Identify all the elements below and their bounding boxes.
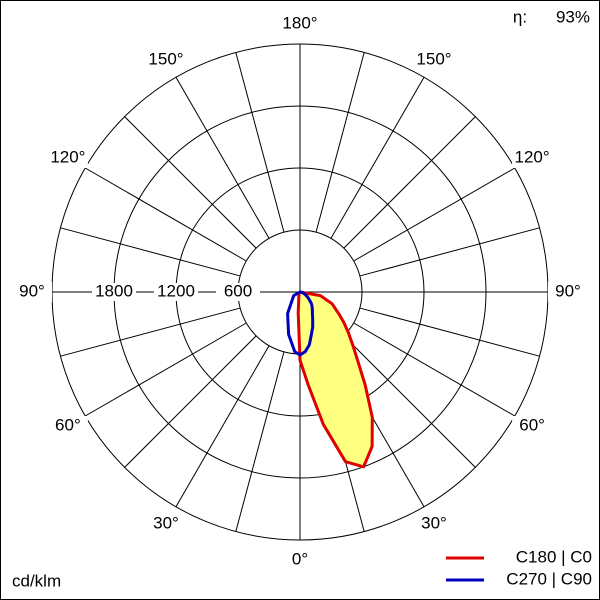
spoke [359,307,540,357]
unit-label: cd/klm [12,571,61,590]
label-bg [12,282,52,302]
r-tick-label: 1200 [157,281,195,300]
angle-label: 90° [19,281,45,300]
angle-label: 60° [519,415,545,434]
spoke [235,351,285,532]
label-bg [92,283,136,301]
label-bg [146,49,186,70]
spoke [175,345,270,508]
angle-label: 0° [292,549,308,568]
label-bg [414,514,454,535]
polar-curve [296,290,374,469]
legend-label: C180 | C0 [516,547,592,566]
spoke [343,335,476,468]
r-tick-label: 1800 [95,281,133,300]
label-bg [512,148,553,168]
angle-label: 180° [282,13,317,32]
spoke [353,167,516,262]
spoke [315,52,365,233]
angle-label: 150° [416,49,451,68]
efficiency: 93% [556,7,590,26]
efficiency-label: η: [513,7,527,26]
label-bg [280,14,320,34]
spoke [84,167,247,262]
spoke [235,52,285,233]
label-bg [154,283,198,301]
spoke [84,322,247,417]
spoke [60,307,241,357]
legend-label: C270 | C90 [506,569,592,588]
polar-curve [286,290,315,357]
spoke [343,116,476,249]
spoke [353,322,516,417]
label-bg [548,282,588,302]
spoke [175,76,270,239]
r-tick-label: 600 [224,281,252,300]
angle-label: 120° [515,147,550,166]
label-bg [280,550,320,570]
label-bg [47,148,88,168]
spoke [124,116,257,249]
angle-label: 60° [55,415,81,434]
angle-label: 150° [148,49,183,68]
spoke [359,227,540,277]
angle-label: 30° [421,514,447,533]
label-bg [146,514,186,535]
angle-label: 90° [555,281,581,300]
label-bg [47,416,88,436]
angle-label: 120° [50,147,85,166]
angle-label: 30° [153,514,179,533]
spoke [330,76,425,239]
label-bg [512,416,553,436]
spoke [124,335,257,468]
label-bg [414,49,454,70]
spoke [60,227,241,277]
label-bg [216,283,260,301]
